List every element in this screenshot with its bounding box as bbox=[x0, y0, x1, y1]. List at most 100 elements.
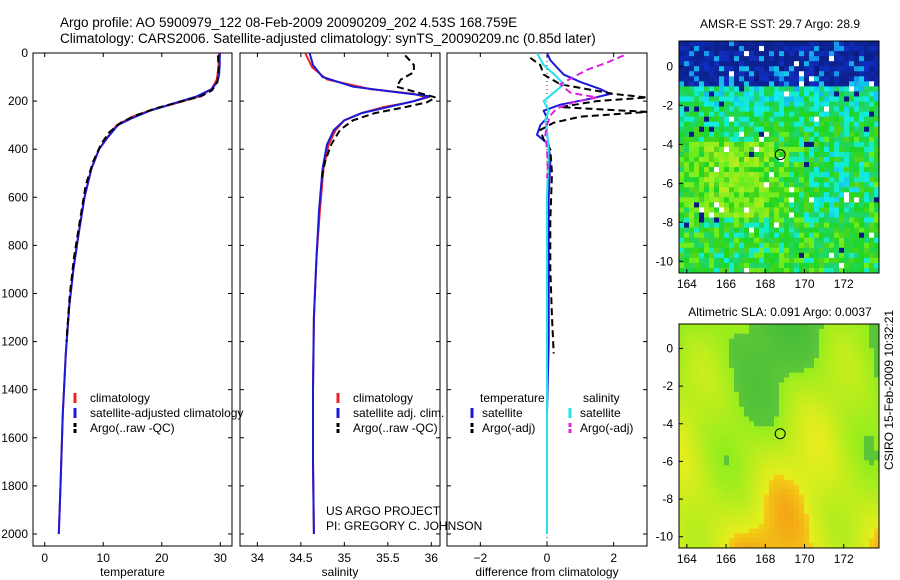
sla-map-cell bbox=[804, 484, 810, 490]
sla-map-cell bbox=[739, 538, 745, 544]
sst-map-cell bbox=[749, 66, 755, 72]
sst-map-cell bbox=[834, 121, 840, 128]
sla-map-cell bbox=[849, 474, 855, 481]
sla-map-cell bbox=[699, 426, 705, 432]
sst-map-cell bbox=[704, 262, 710, 269]
sla-map-cell bbox=[719, 372, 725, 378]
sst-map-cell bbox=[744, 192, 750, 198]
sla-map-cell bbox=[864, 397, 870, 403]
sla-map-cell bbox=[819, 387, 825, 393]
sla-map-cell bbox=[809, 397, 815, 403]
sst-map-cell bbox=[809, 56, 815, 62]
sla-map-cell bbox=[759, 513, 765, 520]
sla-map-cell bbox=[774, 523, 780, 529]
sst-map-cell bbox=[789, 71, 795, 77]
sst-map-cell bbox=[834, 257, 840, 264]
sst-map-cell bbox=[804, 162, 810, 168]
sst-map-cell bbox=[734, 222, 740, 229]
sst-map-cell bbox=[784, 267, 790, 274]
sst-map-cell bbox=[754, 262, 760, 269]
sla-map-cell bbox=[799, 465, 805, 471]
sla-map-cell bbox=[819, 465, 825, 471]
sla-map-cell bbox=[829, 499, 835, 505]
sst-map-cell bbox=[814, 136, 820, 143]
sst-map-cell bbox=[849, 76, 855, 82]
salinity-series-argo-raw-qc- bbox=[320, 54, 439, 179]
sst-map-cell bbox=[764, 46, 770, 52]
sst-map-cell bbox=[714, 247, 720, 254]
sst-map-cell bbox=[834, 167, 840, 173]
sla-map-cell bbox=[874, 387, 880, 393]
sst-map-cell bbox=[684, 131, 690, 138]
sst-map-cell bbox=[824, 267, 830, 274]
sla-map-cell bbox=[704, 440, 710, 447]
sst-map-cell bbox=[789, 257, 795, 264]
sst-map-cell bbox=[769, 207, 775, 213]
sst-map-cell bbox=[794, 91, 800, 97]
sla-map-cell bbox=[769, 426, 775, 432]
sst-map-cell bbox=[804, 111, 810, 118]
sla-map-cell bbox=[799, 392, 805, 398]
sla-map-cell bbox=[799, 489, 805, 495]
sla-map-cell bbox=[729, 392, 735, 398]
sla-map-cell bbox=[794, 333, 800, 340]
sla-map-cell bbox=[789, 436, 795, 442]
sla-map-cell bbox=[764, 455, 770, 461]
sla-map-cell bbox=[834, 421, 840, 427]
sst-map-cell bbox=[809, 151, 815, 158]
sla-map-cell bbox=[854, 513, 860, 520]
sst-map-cell bbox=[794, 146, 800, 153]
sst-map-cell bbox=[834, 212, 840, 218]
sst-map-cell bbox=[694, 136, 700, 143]
sla-map-cell bbox=[779, 479, 785, 486]
sla-map-cell bbox=[849, 362, 855, 369]
sst-map-cell bbox=[699, 217, 705, 223]
sst-map-cell bbox=[834, 81, 840, 87]
sla-map-cell bbox=[749, 518, 755, 525]
sla-map-cell bbox=[859, 397, 865, 403]
sla-map-cell bbox=[714, 372, 720, 378]
sst-map-cell bbox=[854, 252, 860, 259]
sla-map-cell bbox=[789, 426, 795, 432]
sla-map-cell bbox=[839, 367, 845, 374]
sla-map-cell bbox=[829, 358, 835, 364]
sla-map-cell bbox=[864, 470, 870, 476]
depth-tick-label: 600 bbox=[8, 190, 28, 204]
sla-map-cell bbox=[769, 538, 775, 544]
sst-map-cell bbox=[794, 212, 800, 218]
sst-map-cell bbox=[729, 157, 735, 163]
sst-map-cell bbox=[784, 212, 790, 218]
sla-map-cell bbox=[699, 470, 705, 476]
sst-map-cell bbox=[724, 162, 730, 168]
sla-map-cell bbox=[744, 348, 750, 354]
sst-map-cell bbox=[754, 61, 760, 67]
sla-map-cell bbox=[779, 465, 785, 471]
sst-map-cell bbox=[689, 187, 695, 193]
sst-map-cell bbox=[859, 232, 865, 239]
sst-map-cell bbox=[679, 167, 685, 173]
sla-map-cell bbox=[849, 460, 855, 466]
sst-map-cell bbox=[859, 242, 865, 249]
sla-map-cell bbox=[744, 353, 750, 359]
sst-map-cell bbox=[859, 182, 865, 188]
sla-map-cell bbox=[689, 397, 695, 403]
sst-map-cell bbox=[854, 237, 860, 244]
sst-map-cell bbox=[794, 51, 800, 57]
sla-map-cell bbox=[804, 474, 810, 481]
sla-map-cell bbox=[689, 460, 695, 466]
sst-map-cell bbox=[764, 197, 770, 203]
sla-map-cell bbox=[699, 533, 705, 539]
sla-map-cell bbox=[714, 431, 720, 437]
sla-lon-label: 164 bbox=[677, 552, 697, 566]
sla-map-cell bbox=[769, 401, 775, 408]
sla-map-cell bbox=[714, 489, 720, 495]
sst-map-cell bbox=[729, 172, 735, 178]
sst-map-cell bbox=[714, 136, 720, 143]
sst-map-cell bbox=[819, 242, 825, 249]
sst-map-cell bbox=[729, 207, 735, 213]
sla-map-cell bbox=[769, 333, 775, 340]
sla-map-cell bbox=[829, 328, 835, 335]
sla-map-cell bbox=[869, 348, 875, 354]
sst-map-cell bbox=[699, 212, 705, 218]
